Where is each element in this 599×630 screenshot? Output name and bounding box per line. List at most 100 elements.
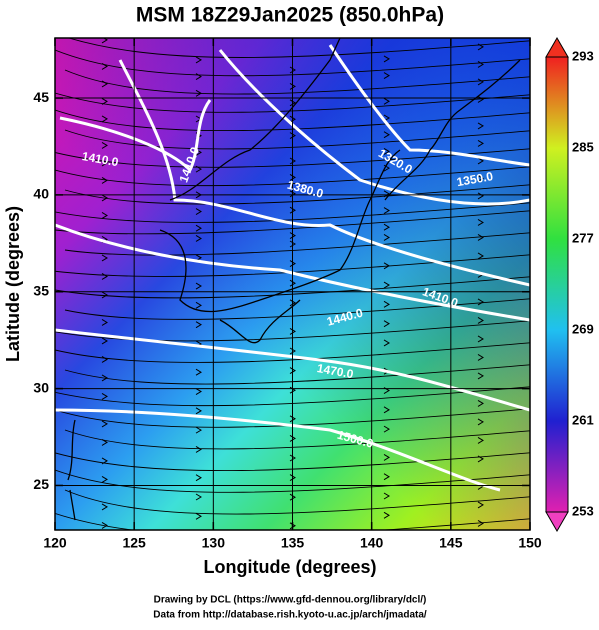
stream-arrow [477, 139, 484, 147]
streamline [55, 276, 530, 299]
stream-arrow [383, 147, 390, 155]
stream-arrow [477, 192, 484, 200]
stream-arrow [289, 260, 296, 268]
colorbar-min-arrow [545, 511, 569, 532]
stream-arrow [101, 291, 108, 299]
x-tick-label: 120 [43, 535, 67, 551]
colorbar-tick-label: 277 [572, 230, 594, 245]
streamlines [55, 38, 530, 567]
coastlines [67, 38, 521, 521]
colorbar-bar [545, 56, 569, 513]
stream-arrow [289, 66, 296, 74]
stream-arrow [477, 78, 484, 86]
stream-arrow [196, 561, 201, 567]
stream-arrow [383, 300, 390, 308]
x-tick-label: 125 [122, 535, 146, 551]
colorbar-max-arrow [545, 37, 569, 58]
stream-arrow [383, 473, 390, 481]
stream-arrow [383, 72, 390, 80]
stream-arrow [195, 321, 202, 329]
stream-arrow [101, 475, 108, 483]
stream-arrow [101, 97, 108, 105]
stream-arrow [383, 55, 390, 63]
title: MSM 18Z29Jan2025 (850.0hPa) [136, 4, 444, 27]
stream-arrow [195, 388, 202, 395]
stream-arrow [195, 165, 202, 173]
streamline [55, 320, 530, 342]
stream-arrow [289, 279, 296, 287]
stream-arrow [289, 232, 296, 240]
stream-arrow [101, 141, 108, 149]
contour-label: 1410.0 [81, 149, 120, 169]
stream-arrow [101, 521, 108, 529]
stream-arrow [195, 474, 202, 482]
stream-arrow [478, 539, 483, 545]
stream-arrow [477, 519, 484, 527]
streamline [55, 92, 530, 113]
stream-arrow [477, 174, 484, 182]
stream-arrow [383, 492, 390, 500]
map-area: 1410.0 1410.01380.01320.01350.01440.01410… [55, 38, 530, 567]
stream-arrow [101, 194, 108, 202]
streamline [55, 148, 530, 168]
stream-arrow [195, 407, 202, 415]
streamline [55, 408, 530, 428]
colorbar-tick-label: 253 [572, 503, 594, 518]
stream-arrow [477, 436, 484, 444]
colorbar-tick-label: 293 [572, 48, 594, 63]
stream-arrow [477, 60, 484, 68]
stream-arrow [383, 406, 390, 414]
streamline [55, 512, 530, 530]
streamline [55, 109, 530, 132]
streamline [55, 202, 530, 223]
stream-arrow [101, 356, 108, 363]
stream-arrow [477, 234, 484, 241]
stream-arrow [383, 511, 390, 519]
contour-label: 1470.0 [316, 361, 355, 381]
stream-arrow [477, 157, 484, 165]
stream-arrow [195, 89, 202, 97]
stream-arrow [289, 173, 296, 181]
stream-arrow [289, 347, 296, 355]
stream-arrow [195, 512, 202, 520]
stream-arrow [383, 453, 390, 461]
stream-arrow [477, 455, 484, 463]
streamline [67, 38, 530, 58]
credit: Drawing by DCL (https://www.gfd-dennou.o… [154, 595, 427, 606]
stream-arrow [477, 399, 484, 407]
stream-arrow [289, 367, 296, 375]
stream-arrow [289, 99, 296, 107]
stream-arrow [101, 337, 108, 345]
stream-arrow [289, 434, 296, 442]
stream-arrow [289, 454, 296, 462]
stream-arrow [101, 457, 108, 465]
stream-arrow [289, 327, 296, 335]
stream-arrow [477, 335, 484, 343]
stream-arrow [477, 317, 484, 324]
stream-arrow [383, 339, 390, 347]
streamline [64, 184, 530, 205]
stream-arrow [477, 501, 484, 509]
stream-arrow [195, 73, 202, 81]
stream-arrow [101, 374, 108, 382]
stream-arrow [101, 212, 108, 219]
stream-arrow [102, 541, 107, 547]
stream-arrow [195, 368, 202, 376]
stream-arrow [384, 560, 389, 566]
stream-arrow [477, 43, 484, 51]
y-tick-label: 25 [33, 476, 49, 492]
stream-arrow [101, 38, 108, 44]
streamline [55, 166, 530, 187]
stream-arrow [101, 176, 108, 184]
stream-arrow [289, 299, 296, 307]
stream-arrow [195, 235, 202, 242]
stream-arrow [383, 97, 390, 105]
stream-arrow [289, 206, 296, 214]
x-tick-label: 150 [518, 535, 542, 551]
stream-arrow [196, 533, 201, 539]
stream-arrow [289, 240, 296, 248]
x-tick-label: 130 [202, 535, 226, 551]
stream-arrow [101, 319, 108, 326]
stream-arrow [195, 254, 202, 262]
stream-arrow [101, 438, 108, 446]
